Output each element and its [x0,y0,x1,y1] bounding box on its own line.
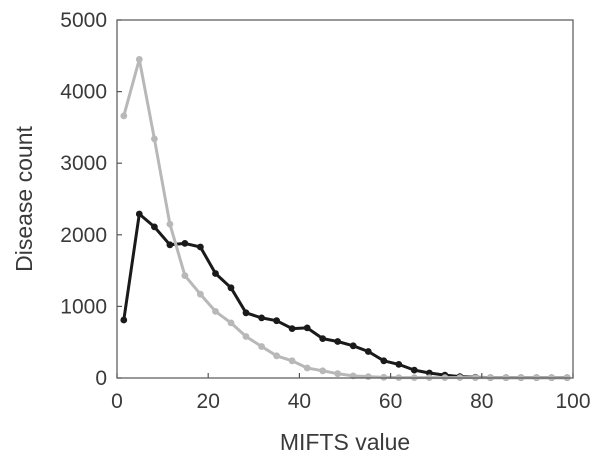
data-point [364,373,372,380]
data-point [135,56,143,63]
data-point [258,343,265,350]
data-point [242,309,250,317]
x-axis-label: MIFTS value [280,429,410,455]
data-point [151,135,158,143]
y-tick-label: 4000 [60,81,107,104]
data-point [303,324,311,332]
y-axis-label: Disease count [11,126,37,272]
data-point [410,366,418,374]
data-point [288,325,296,332]
data-point [395,361,403,368]
data-point [227,319,235,327]
data-point [273,317,280,325]
data-point [151,223,158,231]
data-point [334,370,342,378]
data-point [364,348,372,355]
data-point [380,373,388,381]
data-point [181,272,189,279]
data-point [135,210,143,218]
x-tick-label: 100 [555,390,590,413]
data-point [288,357,296,365]
data-point [166,220,174,228]
axes-box [116,19,574,379]
y-tick-label: 0 [95,367,107,390]
plot-area [117,20,573,378]
y-tick-label: 2000 [60,224,107,247]
x-tick-label: 40 [288,390,311,413]
data-point [197,243,204,251]
data-point [380,357,388,365]
x-tick-label: 0 [111,390,123,413]
y-tick-label: 5000 [60,9,107,32]
data-point [166,241,174,249]
data-point [303,364,311,372]
data-point [242,333,250,340]
y-tick-label: 3000 [60,152,107,175]
data-point [120,316,128,324]
data-point [319,367,327,375]
data-point [212,308,219,315]
y-tick-label: 1000 [60,295,107,318]
x-tick-label: 80 [470,390,493,413]
data-point [120,112,128,120]
data-point [273,352,280,360]
data-point [319,335,327,342]
x-tick-label: 60 [379,390,402,413]
data-point [227,284,235,292]
x-tick-label: 20 [197,390,220,413]
data-point [181,240,189,247]
data-point [349,342,357,350]
data-point [334,338,342,345]
data-point [258,314,265,322]
data-point [197,290,204,298]
data-point [212,270,219,277]
